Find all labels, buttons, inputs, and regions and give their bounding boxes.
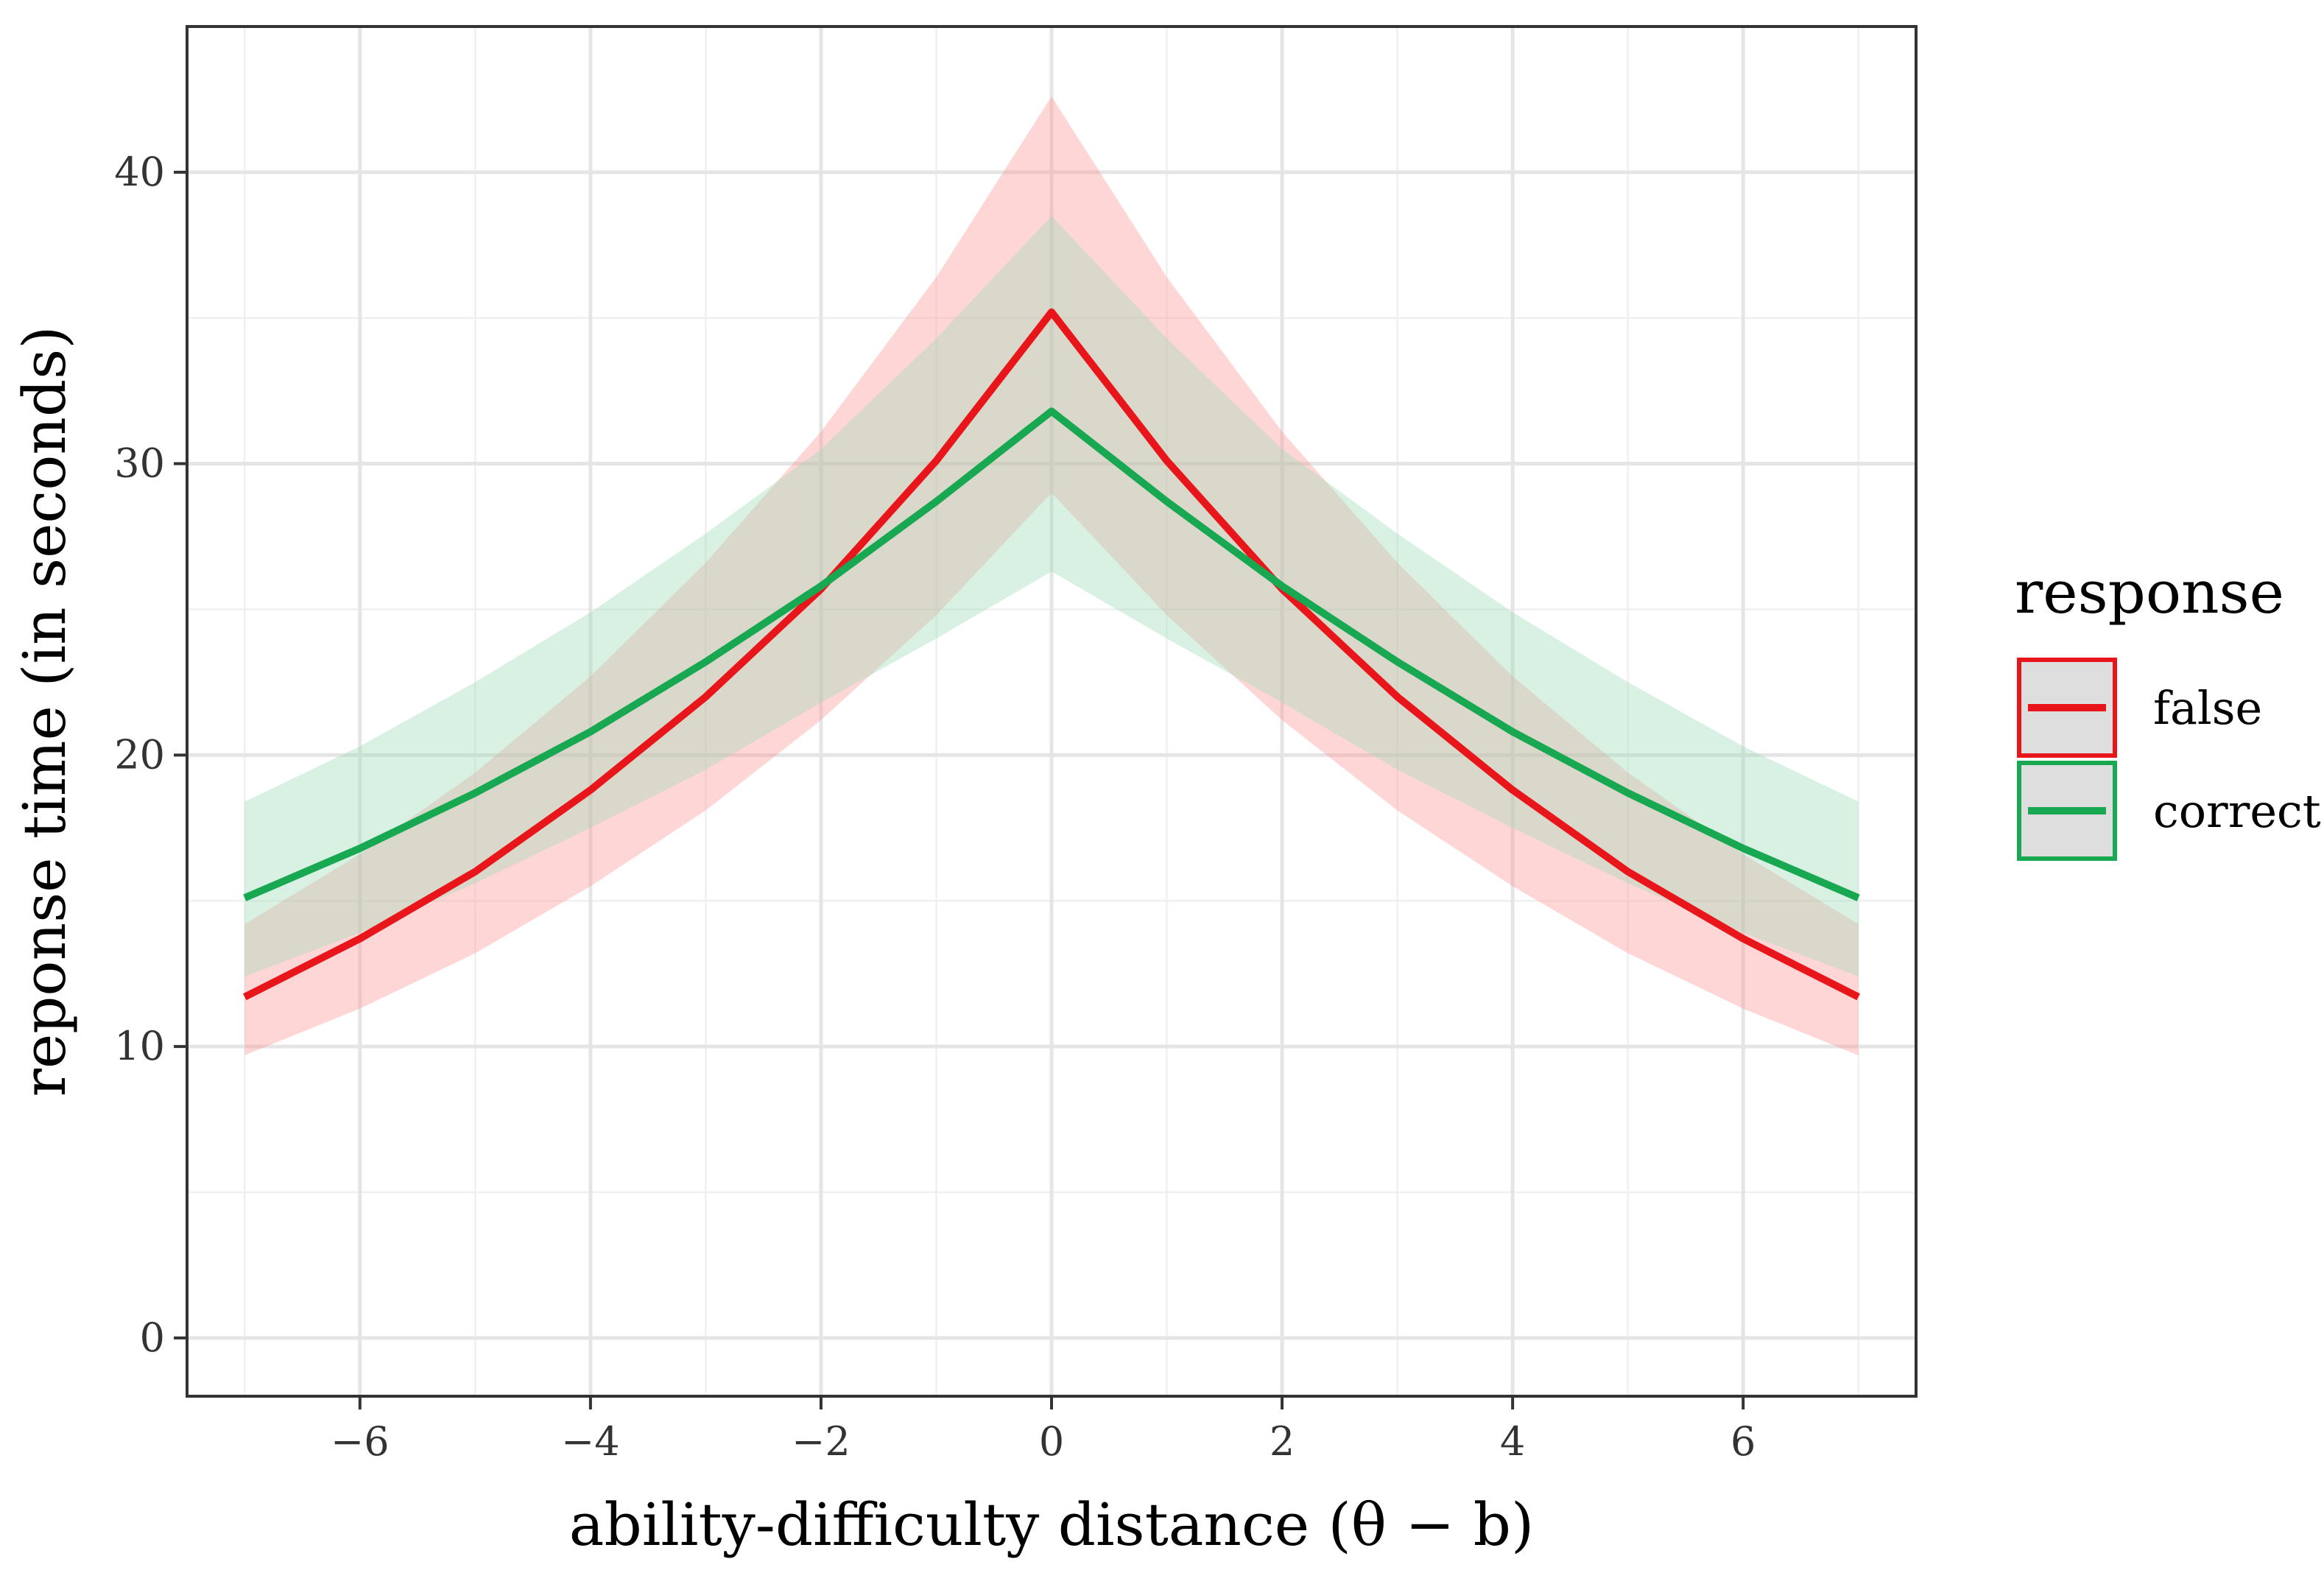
y-tick-label: 10 xyxy=(114,1023,165,1069)
y-axis-ticks: 0 10 20 30 40 xyxy=(114,149,187,1361)
confidence-band-correct xyxy=(244,216,1859,977)
x-tick-label: −2 xyxy=(792,1418,851,1465)
series-line-false xyxy=(243,308,1860,1001)
series-line-correct xyxy=(243,407,1860,901)
x-tick-label: 6 xyxy=(1730,1418,1756,1465)
x-tick-label: −4 xyxy=(561,1418,620,1465)
confidence-band-false xyxy=(244,96,1859,1055)
grid-major xyxy=(187,27,1916,1396)
x-axis-ticks: −6 −4 −2 0 2 4 6 xyxy=(331,1396,1756,1465)
x-tick-label: −6 xyxy=(331,1418,390,1465)
y-tick-label: 40 xyxy=(114,149,165,195)
legend-label-correct: correct xyxy=(2153,784,2321,838)
x-tick-label: 2 xyxy=(1270,1418,1295,1465)
legend: response false correct xyxy=(2015,558,2321,861)
y-tick-label: 0 xyxy=(140,1314,165,1361)
x-axis-title: ability-difficulty distance (θ − b) xyxy=(569,1490,1534,1559)
confidence-bands xyxy=(244,96,1859,1055)
y-tick-label: 20 xyxy=(114,731,165,778)
x-tick-label: 4 xyxy=(1500,1418,1525,1465)
x-tick-label: 0 xyxy=(1039,1418,1064,1465)
y-tick-label: 30 xyxy=(114,440,165,487)
y-axis-title: reponse time (in seconds) xyxy=(10,326,79,1097)
legend-label-false: false xyxy=(2153,681,2262,735)
legend-title: response xyxy=(2015,558,2284,627)
series-lines xyxy=(243,308,1860,1001)
